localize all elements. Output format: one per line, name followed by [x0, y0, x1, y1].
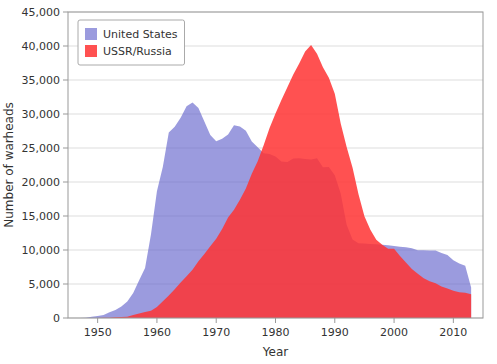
x-tick [275, 318, 276, 323]
y-tick-label: 30,000 [22, 108, 61, 121]
x-tick [394, 318, 395, 323]
y-tick [63, 80, 68, 81]
y-tick [63, 318, 68, 319]
x-tick [216, 318, 217, 323]
y-axis: 0 5,000 10,000 15,000 20,000 25,000 30,000 35,0… [22, 6, 69, 325]
legend-swatch [85, 45, 97, 57]
x-tick-label: 2010 [439, 326, 467, 339]
y-tick-label: 25,000 [22, 142, 61, 155]
y-tick-label: 45,000 [22, 6, 61, 19]
grid [68, 12, 483, 318]
x-tick-label: 1990 [321, 326, 349, 339]
y-axis-label: Number of warheads [2, 102, 16, 228]
x-tick [453, 318, 454, 323]
legend-label: USSR/Russia [103, 45, 172, 58]
y-tick [63, 46, 68, 47]
x-tick-label: 1950 [84, 326, 112, 339]
x-tick-label: 1960 [143, 326, 171, 339]
x-tick [334, 318, 335, 323]
y-tick [63, 148, 68, 149]
y-tick-label: 0 [53, 312, 60, 325]
y-tick-label: 35,000 [22, 74, 61, 87]
x-tick-label: 2000 [380, 326, 408, 339]
legend-swatch [85, 28, 97, 40]
y-tick [63, 216, 68, 217]
y-tick-label: 20,000 [22, 176, 61, 189]
plot-frame [68, 12, 483, 318]
y-tick [63, 284, 68, 285]
x-tick [156, 318, 157, 323]
y-tick-label: 15,000 [22, 210, 61, 223]
area [68, 45, 471, 318]
y-tick [63, 114, 68, 115]
x-tick [97, 318, 98, 323]
legend-box [78, 20, 185, 65]
chart: 1950 1960 1970 1980 1990 2000 2010 Year 0 5,000 10… [0, 0, 497, 364]
x-tick-label: 1980 [262, 326, 290, 339]
legend-label: United States [103, 28, 178, 41]
y-tick [63, 250, 68, 251]
grid-line [68, 80, 483, 81]
y-tick [63, 12, 68, 13]
legend: United States USSR/Russia [78, 20, 185, 65]
x-tick-label: 1970 [202, 326, 230, 339]
x-axis-label: Year [262, 345, 288, 359]
x-axis: 1950 1960 1970 1980 1990 2000 2010 [84, 318, 468, 339]
y-tick-label: 40,000 [22, 40, 61, 53]
y-tick [63, 182, 68, 183]
y-tick-label: 5,000 [29, 278, 61, 291]
y-tick-label: 10,000 [22, 244, 61, 257]
chart-container: 1950 1960 1970 1980 1990 2000 2010 Year 0 5,000 10… [0, 0, 497, 364]
areas [68, 45, 471, 318]
